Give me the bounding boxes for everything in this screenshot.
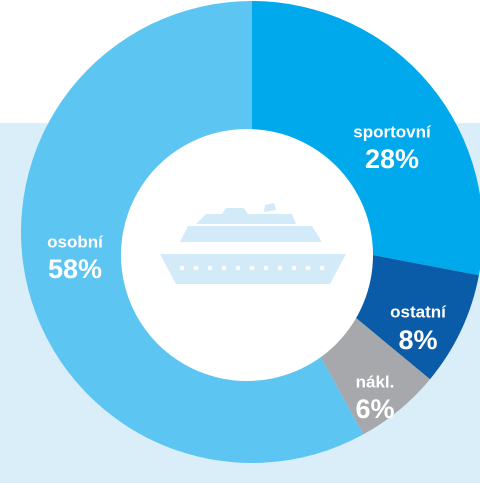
slice-name: sportovní [353, 122, 432, 141]
slice-name: nákl. [356, 372, 395, 391]
slice-value: 28% [365, 144, 419, 174]
slice-value: 58% [48, 254, 102, 284]
slice-name: ostatní [390, 302, 447, 321]
slice-name: osobní [47, 232, 104, 251]
ship-portholes [179, 265, 325, 271]
slice-value: 6% [355, 394, 394, 424]
slice-value: 8% [398, 325, 437, 355]
